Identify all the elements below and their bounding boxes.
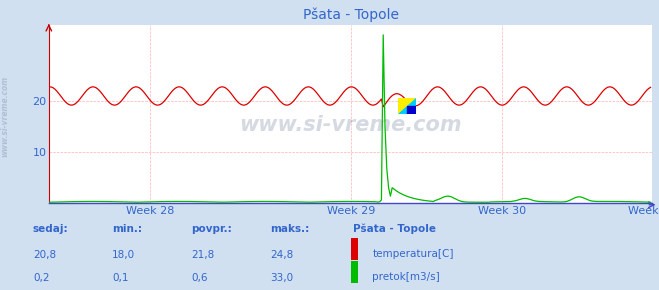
Polygon shape [397,98,416,114]
Text: www.si-vreme.com: www.si-vreme.com [1,75,10,157]
Text: 33,0: 33,0 [270,273,293,283]
Text: 24,8: 24,8 [270,250,293,260]
Text: pretok[m3/s]: pretok[m3/s] [372,272,440,282]
Polygon shape [397,98,416,114]
Text: sedaj:: sedaj: [33,224,69,234]
Title: Pšata - Topole: Pšata - Topole [303,8,399,22]
Text: 0,1: 0,1 [112,273,129,283]
Text: 20,8: 20,8 [33,250,56,260]
Text: min.:: min.: [112,224,142,234]
Text: 18,0: 18,0 [112,250,135,260]
Text: 0,6: 0,6 [191,273,208,283]
Text: povpr.:: povpr.: [191,224,232,234]
Text: Pšata - Topole: Pšata - Topole [353,224,436,234]
Polygon shape [407,106,416,114]
Text: www.si-vreme.com: www.si-vreme.com [240,115,462,135]
Text: maks.:: maks.: [270,224,310,234]
Text: 0,2: 0,2 [33,273,49,283]
Text: 21,8: 21,8 [191,250,214,260]
Text: temperatura[C]: temperatura[C] [372,249,454,259]
